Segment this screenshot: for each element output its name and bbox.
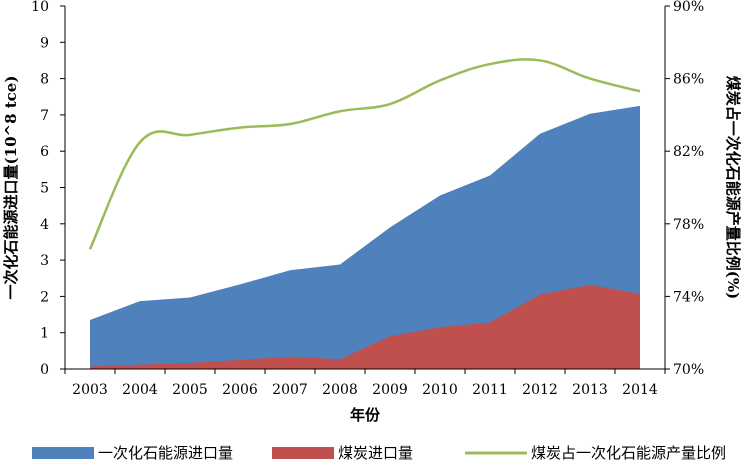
area-series-2 [90,284,640,369]
legend-swatch-2 [272,447,334,459]
x-tick-label: 2012 [522,382,558,398]
x-tick-label: 2010 [422,382,458,398]
legend-label-2: 煤炭进口量 [338,444,413,462]
x-tick-label: 2009 [372,382,408,398]
x-tick-label: 2008 [322,382,358,398]
left-y-tick-label: 2 [40,289,49,305]
left-y-tick-label: 10 [31,0,49,15]
left-y-tick-label: 9 [40,35,49,51]
left-y-ticks: 0 1 2 3 4 5 6 7 8 9 10 [31,0,65,378]
right-y-ticks: 70% 74% 78% 82% 86% 90% [665,0,704,378]
left-y-tick-label: 3 [40,253,49,269]
x-tick-label: 2005 [172,382,208,398]
right-y-tick-label: 86% [673,72,704,88]
x-tick-label: 2004 [122,382,158,398]
legend-label-3: 煤炭占一次化石能源产量比例 [531,444,726,462]
right-y-tick-label: 74% [673,289,704,305]
left-y-tick-label: 8 [40,72,49,88]
x-axis-title: 年份 [350,406,381,424]
left-y-axis-title: 一次化石能源进口量(10^8 tce) [2,76,20,300]
x-tick-label: 2007 [272,382,308,398]
legend-swatch-1 [32,447,94,459]
line-series-group [88,58,641,250]
left-y-tick-label: 6 [40,144,49,160]
left-y-tick-label: 1 [40,326,49,342]
line-series-1 [88,58,641,250]
left-y-tick-label: 4 [40,217,49,233]
right-y-tick-label: 82% [673,144,704,160]
x-ticks: 2003 2004 2005 2006 2007 2008 2009 2010 2011 2012… [64,369,666,398]
left-y-tick-label: 0 [40,362,49,378]
area-series-group [90,105,640,369]
right-y-tick-label: 70% [673,362,704,378]
right-y-axis-title: 煤炭占一次化石能源产量比例(%) [724,76,742,299]
area-series-1 [90,105,640,369]
legend-label-1: 一次化石能源进口量 [98,444,233,462]
left-y-tick-label: 7 [40,108,49,124]
x-tick-label: 2011 [472,382,508,398]
legend: 一次化石能源进口量 煤炭进口量 煤炭占一次化石能源产量比例 [32,444,726,462]
x-tick-label: 2006 [222,382,258,398]
left-y-tick-label: 5 [40,181,49,197]
right-y-tick-label: 90% [673,0,704,15]
right-y-tick-label: 78% [673,217,704,233]
x-tick-label: 2014 [622,382,658,398]
x-tick-label: 2013 [572,382,608,398]
x-tick-label: 2003 [72,382,108,398]
